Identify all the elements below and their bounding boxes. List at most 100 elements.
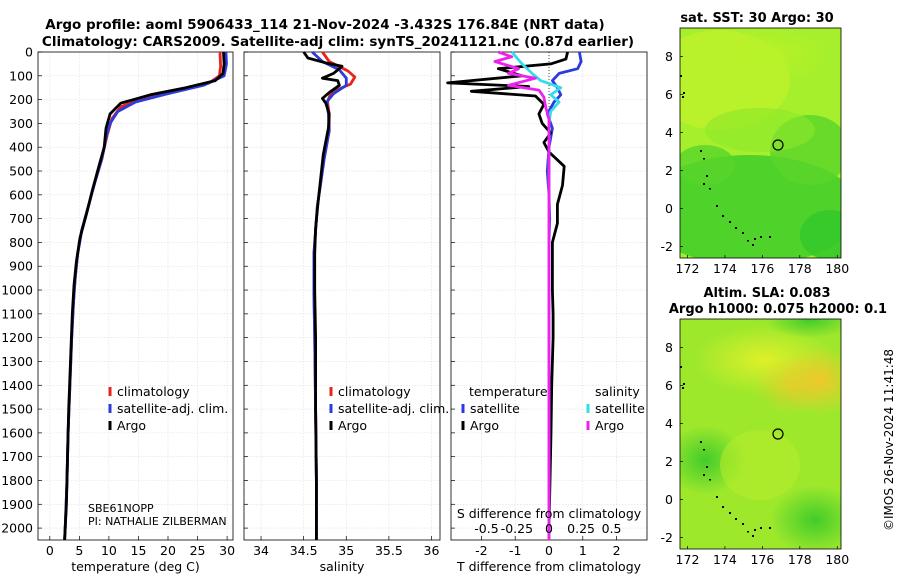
map-ytick-label: 2 — [665, 163, 673, 178]
pi-label: PI: NATHALIE ZILBERMAN — [88, 515, 227, 528]
temperature-legend-label: satellite-adj. clim. — [117, 401, 228, 416]
temperature-legend-label: climatology — [117, 384, 190, 399]
sensor-label: SBE61NOPP — [88, 502, 154, 515]
map-ytick-label: -2 — [661, 239, 673, 254]
map-xtick-label: 176 — [750, 552, 774, 567]
temperature-legend-label: Argo — [117, 418, 146, 433]
salinity-xtick-label: 34.5 — [290, 543, 318, 558]
map-ytick-label: 4 — [665, 416, 673, 431]
sla-argo-marker — [772, 428, 784, 440]
depth-tick-label: 1700 — [1, 449, 33, 464]
footer-stamp: ©IMOS 26-Nov-2024 11:41:48 — [882, 349, 896, 531]
map-ytick-label: 4 — [665, 125, 673, 140]
depth-tick-label: 600 — [9, 187, 33, 202]
depth-tick-label: 2000 — [1, 521, 33, 536]
salinity-legend-label: climatology — [338, 384, 411, 399]
map-ytick-label: 6 — [665, 378, 673, 393]
temperature-series-climatology — [63, 51, 223, 541]
temperature-series-argo — [63, 51, 226, 541]
temperature-xlabel: temperature (deg C) — [71, 559, 200, 574]
temperature-xtick-label: 25 — [190, 543, 206, 558]
map-xtick-label: 180 — [825, 552, 849, 567]
salinity-xlabel: salinity — [320, 559, 365, 574]
s-tick-label: 0 — [545, 521, 553, 536]
sst-argo-marker — [772, 139, 784, 151]
s-tick-label: -0.5 — [474, 521, 498, 536]
temperature-xtick-label: 10 — [101, 543, 117, 558]
sst-warm-patch — [710, 28, 830, 85]
depth-tick-label: 1800 — [1, 473, 33, 488]
sla-low-patch — [770, 485, 841, 549]
depth-tick-label: 200 — [9, 92, 33, 107]
salinity-series-argo — [302, 51, 344, 540]
map-xtick-label: 172 — [676, 261, 700, 276]
depth-tick-label: 700 — [9, 211, 33, 226]
temperature-xtick-label: 20 — [160, 543, 176, 558]
s-tick-label: -0.25 — [501, 521, 533, 536]
map-ytick-label: 0 — [665, 492, 673, 507]
temperature-series-satellite-adj-clim- — [63, 51, 228, 541]
map-xtick-label: 178 — [788, 552, 812, 567]
sst-map: sat. SST: 30 Argo: 30 172 174 176 178 180 -2 0… — [661, 11, 850, 276]
s-tick-label: 0.5 — [602, 521, 622, 536]
salinity-xtick-label: 35 — [338, 543, 354, 558]
legend-salinity-title: salinity — [595, 384, 640, 399]
s-axis-label: S difference from climatology — [457, 506, 642, 521]
map-ytick-label: 8 — [665, 340, 673, 355]
figure-title-line1: Argo profile: aoml 5906433_114 21-Nov-20… — [45, 17, 604, 33]
sst-cool-band — [800, 210, 841, 258]
figure-title-line2: Climatology: CARS2009. Satellite-adj cli… — [42, 34, 634, 50]
sla-high-patch — [755, 355, 825, 415]
sla-coastline — [680, 366, 771, 537]
depth-tick-label: 300 — [9, 116, 33, 131]
depth-tick-label: 800 — [9, 235, 33, 250]
map-ytick-label: 0 — [665, 201, 673, 216]
sla-map: Altim. SLA: 0.083 Argo h1000: 0.075 h200… — [661, 286, 888, 567]
sla-map-frame — [679, 318, 842, 550]
salinity-series-climatology — [312, 51, 357, 540]
map-ytick-label: 6 — [665, 87, 673, 102]
depth-tick-label: 1500 — [1, 402, 33, 417]
depth-tick-label: 0 — [25, 45, 33, 60]
sst-map-frame — [679, 27, 842, 259]
depth-tick-label: 1100 — [1, 306, 33, 321]
depth-tick-label: 1200 — [1, 330, 33, 345]
salinity-xtick-label: 36 — [424, 543, 440, 558]
sla-mid-patch — [720, 430, 800, 500]
sst-cool-band — [680, 145, 735, 185]
salinity-xtick-label: 35.5 — [375, 543, 403, 558]
sst-coastline — [680, 75, 771, 246]
sst-map-title: sat. SST: 30 Argo: 30 — [680, 11, 833, 26]
temperature-panel: 0100200300400500600700800900100011001200… — [1, 45, 235, 575]
legend-sal-label: satellite — [595, 401, 645, 416]
map-xtick-label: 174 — [713, 552, 737, 567]
sla-map-title-line2: Argo h1000: 0.075 h2000: 0.1 — [669, 302, 887, 317]
depth-tick-label: 1000 — [1, 283, 33, 298]
salinity-legend-label: satellite-adj. clim. — [338, 401, 449, 416]
map-ytick-label: -2 — [661, 530, 673, 545]
salinity-xtick-label: 34 — [253, 543, 269, 558]
legend-temp-label: Argo — [470, 418, 499, 433]
difference-panel: -2 -1 0 1 2T difference from climatology temp… — [446, 50, 648, 574]
difference-xtick-label: 2 — [613, 543, 621, 558]
depth-tick-label: 1300 — [1, 354, 33, 369]
map-xtick-label: 172 — [676, 552, 700, 567]
map-ytick-label: 8 — [665, 49, 673, 64]
difference-xtick-label: -2 — [475, 543, 487, 558]
difference-series-s-argo — [493, 50, 551, 540]
sla-low-patch — [765, 319, 841, 338]
map-ytick-label: 2 — [665, 454, 673, 469]
legend-sal-label: Argo — [595, 418, 624, 433]
salinity-panel: 34 34.5 35 35.5 36 salinity climatology satelli… — [243, 50, 449, 574]
legend-temp-label: satellite — [470, 401, 520, 416]
difference-xtick-label: -1 — [509, 543, 521, 558]
difference-xtick-label: 0 — [545, 543, 553, 558]
depth-tick-label: 500 — [9, 164, 33, 179]
difference-xtick-label: 1 — [579, 543, 587, 558]
depth-tick-label: 100 — [9, 68, 33, 83]
temperature-xtick-label: 30 — [219, 543, 235, 558]
map-xtick-label: 174 — [713, 261, 737, 276]
difference-xlabel: T difference from climatology — [456, 559, 642, 574]
legend-temperature-title: temperature — [469, 384, 548, 399]
map-xtick-label: 180 — [825, 261, 849, 276]
